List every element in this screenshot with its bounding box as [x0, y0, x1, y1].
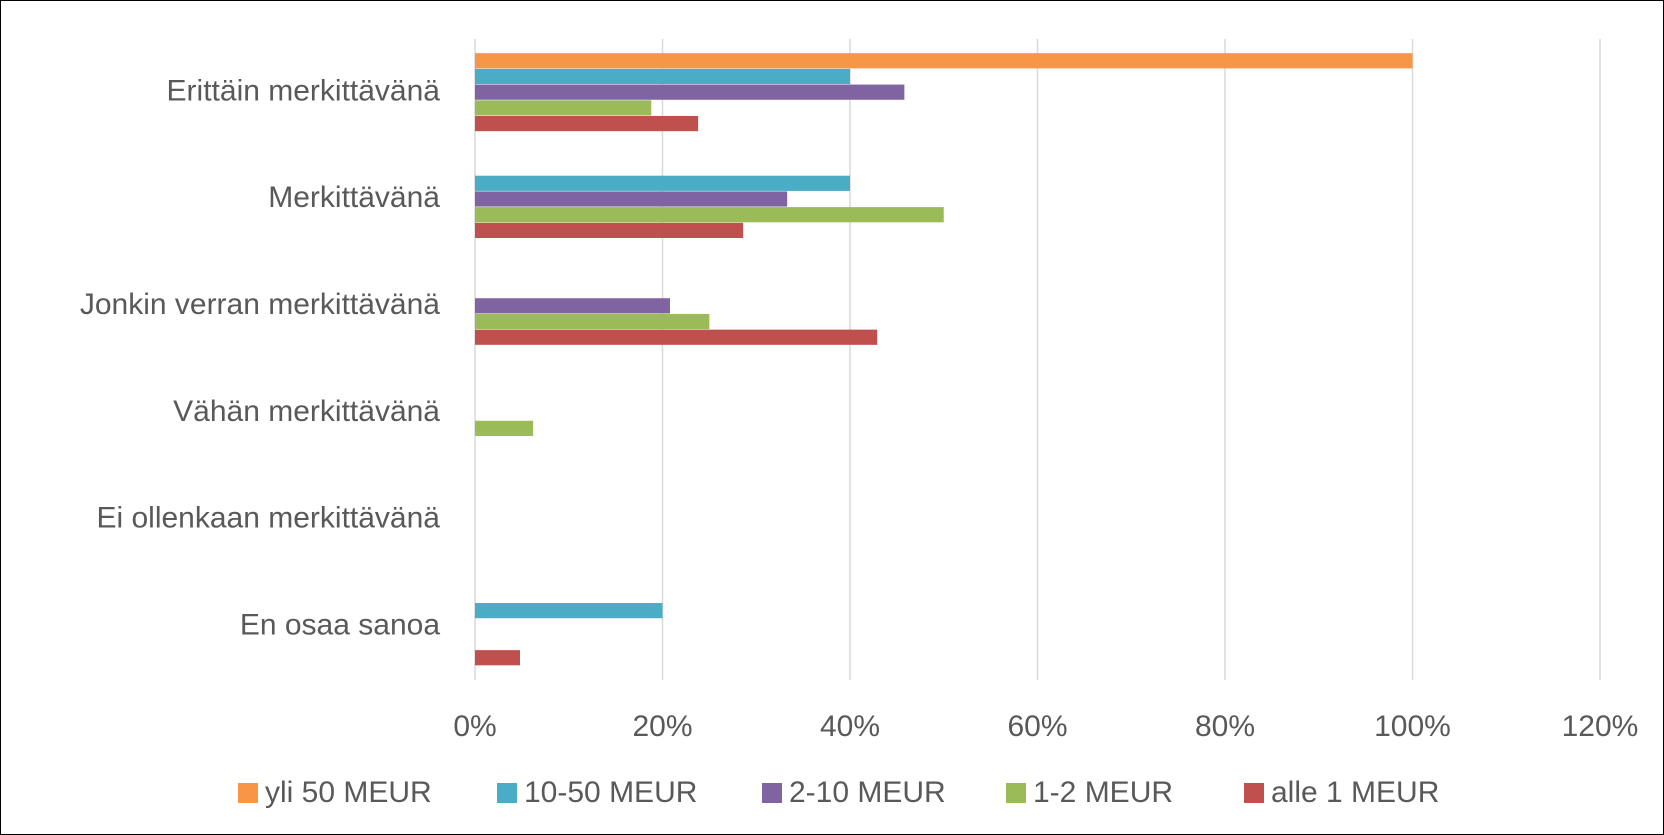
legend-swatch — [1244, 783, 1264, 803]
x-tick-label: 0% — [453, 710, 496, 743]
legend-swatch — [762, 783, 782, 803]
y-tick-label: Ei ollenkaan merkittävänä — [96, 502, 440, 535]
y-tick-label: Erittäin merkittävänä — [167, 74, 441, 107]
bar — [475, 100, 652, 116]
legend-label: yli 50 MEUR — [265, 776, 432, 809]
y-tick-label: Merkittävänä — [268, 181, 440, 214]
bar — [475, 175, 850, 191]
x-tick-label: 100% — [1374, 710, 1451, 743]
bar — [475, 68, 850, 85]
legend-label: 1-2 MEUR — [1033, 776, 1173, 809]
bar — [475, 84, 905, 100]
bar — [475, 329, 878, 345]
legend-swatch — [1006, 783, 1026, 803]
bar — [475, 603, 663, 619]
y-tick-label: Vähän merkittävänä — [173, 395, 440, 428]
bar — [475, 650, 520, 666]
bar — [475, 191, 788, 207]
legend-label: alle 1 MEUR — [1271, 776, 1439, 809]
bar — [475, 53, 1413, 69]
y-tick-label: Jonkin verran merkittävänä — [80, 288, 440, 321]
x-tick-label: 60% — [1007, 710, 1067, 743]
x-tick-label: 120% — [1562, 710, 1639, 743]
bar — [475, 420, 534, 436]
bar — [475, 298, 670, 314]
bar — [475, 207, 944, 223]
legend-swatch — [497, 783, 517, 803]
x-tick-label: 40% — [820, 710, 880, 743]
legend-label: 10-50 MEUR — [524, 776, 697, 809]
legend-label: 2-10 MEUR — [789, 776, 946, 809]
legend-swatch — [238, 783, 258, 803]
x-tick-label: 20% — [632, 710, 692, 743]
bar — [475, 115, 699, 132]
x-tick-label: 80% — [1195, 710, 1255, 743]
bar — [475, 313, 710, 330]
y-tick-label: En osaa sanoa — [240, 609, 440, 642]
bar — [475, 222, 744, 238]
